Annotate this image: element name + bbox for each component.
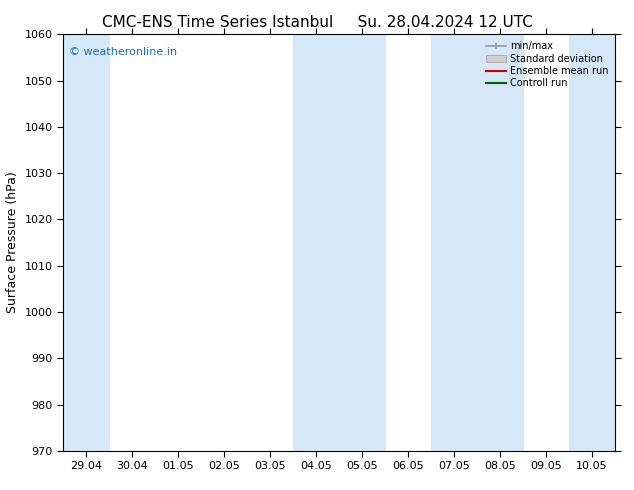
Y-axis label: Surface Pressure (hPa): Surface Pressure (hPa) — [6, 172, 19, 314]
Bar — [431, 34, 523, 451]
Text: CMC-ENS Time Series Istanbul     Su. 28.04.2024 12 UTC: CMC-ENS Time Series Istanbul Su. 28.04.2… — [101, 15, 533, 30]
Text: © weatheronline.in: © weatheronline.in — [69, 47, 177, 57]
Bar — [63, 34, 110, 451]
Legend: min/max, Standard deviation, Ensemble mean run, Controll run: min/max, Standard deviation, Ensemble me… — [484, 39, 610, 90]
Bar — [569, 34, 615, 451]
Bar — [293, 34, 385, 451]
